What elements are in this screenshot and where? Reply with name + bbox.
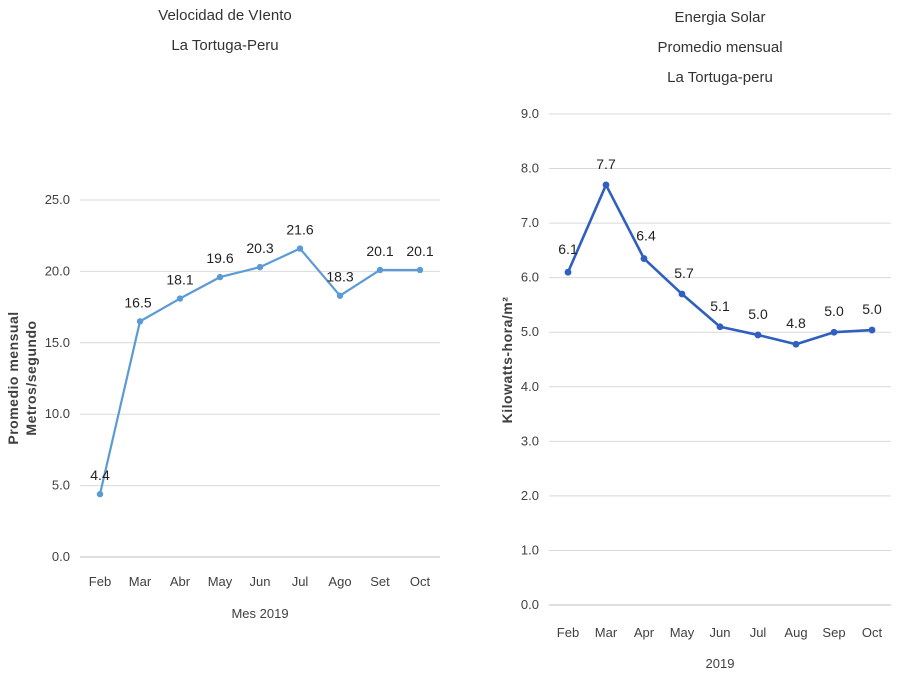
data-label: 5.0 [748, 306, 768, 322]
data-point [640, 255, 648, 262]
x-tick-label: Mar [595, 625, 618, 640]
y-tick-label: 25.0 [45, 192, 70, 207]
chart-title-line: Promedio mensual [657, 39, 782, 56]
data-label: 20.1 [366, 243, 393, 259]
x-tick-label: Oct [410, 574, 431, 589]
x-tick-label: Jul [292, 574, 309, 589]
chart-title-line: La Tortuga-Peru [171, 37, 278, 54]
data-label: 20.3 [246, 240, 273, 256]
x-tick-label: Oct [862, 625, 883, 640]
x-tick-label: Jul [750, 625, 767, 640]
data-point [336, 292, 344, 299]
x-tick-label: Jun [710, 625, 731, 640]
x-tick-label: Sep [822, 625, 845, 640]
data-point [830, 328, 838, 336]
x-tick-label: Aug [784, 625, 807, 640]
y-tick-label: 5.0 [52, 478, 70, 493]
x-tick-label: May [670, 625, 695, 640]
data-label: 4.4 [90, 467, 110, 483]
x-axis-label: Mes 2019 [231, 606, 288, 621]
y-tick-label: 0.0 [52, 549, 70, 564]
y-tick-label: 15.0 [45, 335, 70, 350]
y-tick-label: 0.0 [521, 597, 539, 612]
x-tick-label: Feb [89, 574, 111, 589]
y-tick-label: 2.0 [521, 488, 539, 503]
data-label: 21.6 [286, 222, 313, 238]
data-label: 5.0 [824, 303, 844, 319]
data-point [564, 268, 572, 276]
data-label: 16.5 [124, 294, 151, 310]
data-label: 19.6 [206, 250, 233, 266]
x-axis-label: 2019 [706, 656, 735, 671]
data-point [678, 290, 686, 298]
y-tick-label: 9.0 [521, 106, 539, 121]
chart-title-line: Energia Solar [675, 9, 766, 26]
y-tick-label: 4.0 [521, 379, 539, 394]
x-tick-label: May [208, 574, 233, 589]
data-label: 6.1 [558, 241, 578, 257]
x-tick-label: Abr [170, 574, 191, 589]
y-tick-label: 7.0 [521, 215, 539, 230]
chart-title-line: Velocidad de VIento [158, 7, 291, 24]
series-line [566, 183, 873, 346]
data-point [376, 266, 384, 274]
data-label: 18.1 [166, 272, 193, 288]
y-tick-label: 10.0 [45, 406, 70, 421]
x-tick-label: Jun [250, 574, 271, 589]
wind-speed-chart: Velocidad de VIento La Tortuga-Peru 0.0 5.0… [5, 7, 440, 621]
data-point [868, 326, 876, 334]
data-label: 5.0 [862, 301, 882, 317]
data-point [96, 490, 104, 498]
y-tick-label: 5.0 [521, 324, 539, 339]
y-tick-label: 3.0 [521, 433, 539, 448]
y-axis-label: Promedio mensual [5, 311, 21, 444]
y-tick-label: 1.0 [521, 542, 539, 557]
y-tick-label: 20.0 [45, 263, 70, 278]
data-label: 20.1 [406, 243, 433, 259]
y-axis-label: Kilowatts-hora/m² [499, 297, 515, 424]
data-label: 5.1 [710, 298, 730, 314]
data-point [296, 245, 304, 252]
data-label: 4.8 [786, 315, 806, 331]
y-tick-label: 6.0 [521, 270, 539, 285]
solar-energy-chart: Energia Solar Promedio mensual La Tortuga-… [499, 9, 891, 671]
y-tick-label: 8.0 [521, 161, 539, 176]
data-point [256, 263, 264, 271]
x-tick-label: Mar [129, 574, 152, 589]
x-tick-label: Set [370, 574, 390, 589]
data-point [136, 318, 144, 325]
data-point [176, 295, 184, 302]
data-label: 5.7 [674, 265, 694, 281]
data-point [416, 266, 424, 274]
series-line [98, 247, 420, 495]
x-tick-label: Apr [634, 625, 655, 640]
data-label: 6.4 [636, 228, 656, 244]
data-label: 7.7 [596, 156, 616, 172]
data-point [216, 273, 224, 281]
y-axis-label: Metros/segundo [23, 320, 39, 435]
data-label: 18.3 [326, 269, 353, 285]
data-point [792, 340, 800, 348]
data-point [716, 323, 724, 331]
x-tick-label: Ago [328, 574, 351, 589]
x-tick-label: Feb [557, 625, 579, 640]
data-point [602, 181, 610, 189]
data-point [754, 331, 762, 339]
chart-title-line: La Tortuga-peru [667, 69, 773, 86]
